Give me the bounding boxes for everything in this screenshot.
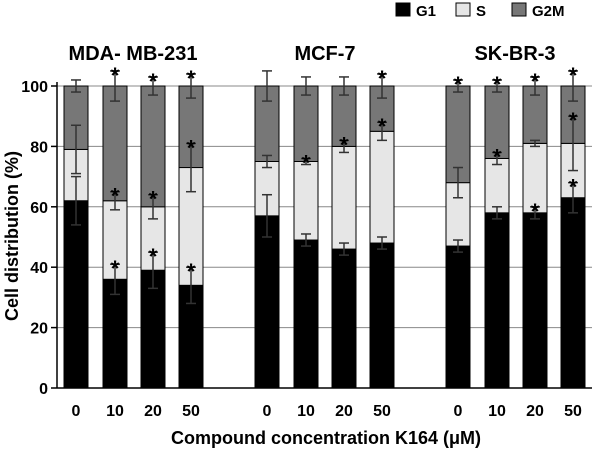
- bar-segment-g1: [369, 242, 395, 389]
- significance-star: *: [187, 66, 196, 91]
- axes: [51, 82, 592, 389]
- legend-label-g1: G1: [416, 3, 436, 20]
- x-tick-label: 10: [297, 403, 315, 420]
- significance-star: *: [111, 63, 120, 88]
- bar-segment-g2m: [484, 85, 510, 159]
- x-tick-label: 50: [182, 403, 200, 420]
- bar-stacks: [63, 85, 586, 389]
- significance-star: *: [378, 114, 387, 139]
- significance-star: *: [111, 184, 120, 209]
- bar-segment-g2m: [445, 85, 471, 184]
- x-tick-label: 10: [488, 403, 506, 420]
- x-tick-label: 20: [335, 403, 353, 420]
- y-tick-label: 100: [21, 79, 48, 96]
- x-tick-label: 50: [373, 403, 391, 420]
- y-tick-labels: 0 20 40 60 80 100: [21, 79, 48, 398]
- bar-segment-g1: [484, 212, 510, 389]
- legend-swatch-g1: [395, 2, 411, 17]
- group-titles: MDA- MB-231 MCF-7 SK-BR-3: [69, 43, 556, 65]
- y-tick-label: 40: [30, 260, 48, 277]
- significance-star: *: [149, 187, 158, 212]
- group-title: MDA- MB-231: [69, 43, 198, 65]
- legend-swatch-g2m: [511, 2, 527, 17]
- bar-segment-g1: [102, 278, 128, 389]
- significance-star: *: [493, 72, 502, 97]
- x-tick-labels: 0 10 20 50 0 10 20 50 0 10 20 50: [72, 403, 582, 420]
- x-tick-label: 0: [454, 403, 463, 420]
- legend-swatch-s: [455, 2, 471, 17]
- legend-label-g2m: G2M: [532, 3, 565, 20]
- significance-star: *: [187, 259, 196, 284]
- y-tick-label: 60: [30, 200, 48, 217]
- x-axis-title: Compound concentration K164 (μM): [171, 428, 481, 448]
- group-title: MCF-7: [294, 43, 355, 65]
- significance-star: *: [340, 132, 349, 157]
- bar-segment-s: [293, 161, 319, 241]
- y-tick-label: 80: [30, 139, 48, 156]
- significance-star: *: [454, 72, 463, 97]
- x-tick-label: 10: [106, 403, 124, 420]
- y-tick-label: 20: [30, 321, 48, 338]
- significance-star: *: [493, 144, 502, 169]
- bar-segment-g1: [560, 197, 586, 389]
- bar-segment-s: [484, 157, 510, 214]
- x-tick-label: 20: [526, 403, 544, 420]
- gridlines: [57, 85, 592, 329]
- x-tick-label: 0: [72, 403, 81, 420]
- significance-star: *: [531, 69, 540, 94]
- significance-star: *: [111, 256, 120, 281]
- bar-segment-g2m: [331, 85, 357, 147]
- significance-star: *: [569, 175, 578, 200]
- significance-star: *: [569, 108, 578, 133]
- significance-star: *: [531, 199, 540, 224]
- significance-markers: * * * * * * * * * * * * * * * * * * * * *: [111, 63, 578, 284]
- significance-star: *: [149, 244, 158, 269]
- bar-segment-g2m: [293, 85, 319, 162]
- y-tick-label: 0: [39, 381, 48, 398]
- significance-star: *: [302, 150, 311, 175]
- x-tick-label: 50: [564, 403, 582, 420]
- x-tick-label: 20: [144, 403, 162, 420]
- significance-star: *: [149, 69, 158, 94]
- bar-segment-g1: [254, 215, 280, 389]
- significance-star: *: [378, 66, 387, 91]
- bar-segment-s: [331, 145, 357, 250]
- group-title: SK-BR-3: [474, 43, 555, 65]
- significance-star: *: [187, 135, 196, 160]
- bar-segment-g1: [63, 200, 89, 389]
- legend-label-s: S: [476, 3, 486, 20]
- bar-segment-g1: [331, 248, 357, 389]
- significance-star: *: [569, 63, 578, 88]
- bar-segment-g1: [522, 212, 548, 389]
- y-axis-title: Cell distribution (%): [2, 151, 22, 321]
- bar-segment-s: [369, 130, 395, 244]
- error-bars: [71, 70, 578, 305]
- bar-segment-g1: [293, 239, 319, 389]
- legend: G1 S G2M: [395, 2, 565, 20]
- bar-segment-g1: [445, 245, 471, 389]
- x-tick-label: 0: [263, 403, 272, 420]
